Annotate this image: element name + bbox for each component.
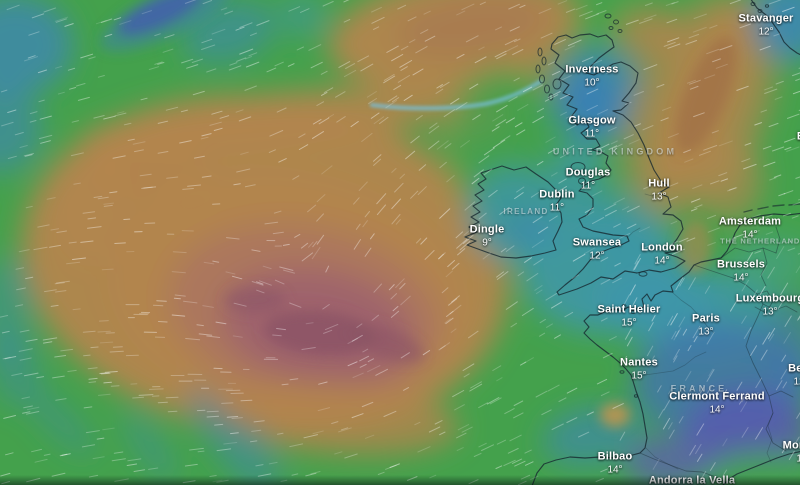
city-name: Saint Helier	[597, 303, 661, 316]
city-label-nantes[interactable]: Nantes 15°	[620, 357, 658, 381]
city-label-inverness[interactable]: Inverness 10°	[565, 64, 618, 88]
city-label-glasgow[interactable]: Glasgow 11°	[568, 115, 615, 139]
city-name: London	[641, 241, 683, 254]
city-temperature: 14°	[733, 271, 749, 283]
city-name: Brussels	[716, 258, 766, 271]
city-temperature: 14°	[654, 254, 670, 266]
city-temperature: 14°	[742, 228, 758, 240]
city-name: Inverness	[565, 63, 619, 76]
city-label-swansea[interactable]: Swansea 12°	[573, 237, 621, 261]
city-temperature: 9°	[482, 236, 492, 248]
city-temperature: 13°	[698, 325, 714, 337]
city-label-london[interactable]: London 14°	[641, 242, 683, 266]
city-name: Dingle	[469, 223, 505, 236]
city-temperature: 10°	[584, 76, 600, 88]
coastlines	[464, 0, 800, 485]
narrow-blue-wind-channel	[369, 79, 543, 111]
city-name: B	[797, 131, 800, 143]
city-label-dingle[interactable]: Dingle 9°	[470, 224, 505, 248]
city-name: Bern	[788, 362, 800, 375]
city-temperature: 12°	[589, 249, 605, 261]
city-name: Hull	[648, 177, 670, 190]
city-temperature: 14°	[709, 403, 725, 415]
city-name: Paris	[692, 312, 720, 325]
city-label-monaco[interactable]: Monaco18°	[783, 440, 800, 464]
city-name: Luxembourg	[735, 292, 800, 305]
city-name: Nantes	[620, 356, 658, 369]
city-temperature: 15°	[621, 316, 637, 328]
city-name: Swansea	[572, 236, 622, 249]
city-label-b[interactable]: B	[797, 131, 800, 143]
city-name: Glasgow	[568, 114, 616, 127]
city-name: Monaco	[782, 439, 800, 452]
city-temperature: 11°	[549, 201, 565, 213]
city-label-luxembourg[interactable]: Luxembourg 13°	[736, 293, 800, 317]
city-label-saint-helier[interactable]: Saint Helier 15°	[598, 304, 661, 328]
city-temperature: 11°	[584, 127, 600, 139]
city-temperature: 14°	[607, 463, 623, 475]
city-label-paris[interactable]: Paris 13°	[692, 313, 720, 337]
city-label-stavanger[interactable]: Stavanger 12°	[739, 13, 794, 37]
city-name: Dublin	[539, 188, 575, 201]
city-label-clermont-ferrand[interactable]: Clermont Ferrand 14°	[669, 391, 765, 415]
city-label-bern[interactable]: Bern12°	[788, 363, 800, 387]
city-name: Bilbao	[597, 450, 633, 463]
city-label-dublin[interactable]: Dublin 11°	[539, 189, 574, 213]
city-name: Douglas	[565, 166, 611, 179]
city-temperature: 13°	[762, 305, 778, 317]
city-label-douglas[interactable]: Douglas 11°	[566, 167, 611, 191]
city-name: Amsterdam	[718, 215, 782, 228]
city-label-brussels[interactable]: Brussels 14°	[717, 259, 765, 283]
bottom-edge-shade	[0, 475, 800, 485]
city-temperature: 15°	[631, 369, 647, 381]
city-label-bilbao[interactable]: Bilbao 14°	[598, 451, 633, 475]
city-label-hull[interactable]: Hull 13°	[648, 178, 670, 202]
city-name: Stavanger	[738, 12, 794, 25]
city-label-amsterdam[interactable]: Amsterdam 14°	[719, 216, 781, 240]
city-temperature: 12°	[793, 375, 800, 387]
city-temperature: 11°	[580, 179, 596, 191]
city-temperature: 13°	[651, 190, 667, 202]
city-temperature: 12°	[758, 25, 774, 37]
city-temperature: 18°	[796, 452, 800, 464]
city-name: Clermont Ferrand	[669, 390, 765, 403]
